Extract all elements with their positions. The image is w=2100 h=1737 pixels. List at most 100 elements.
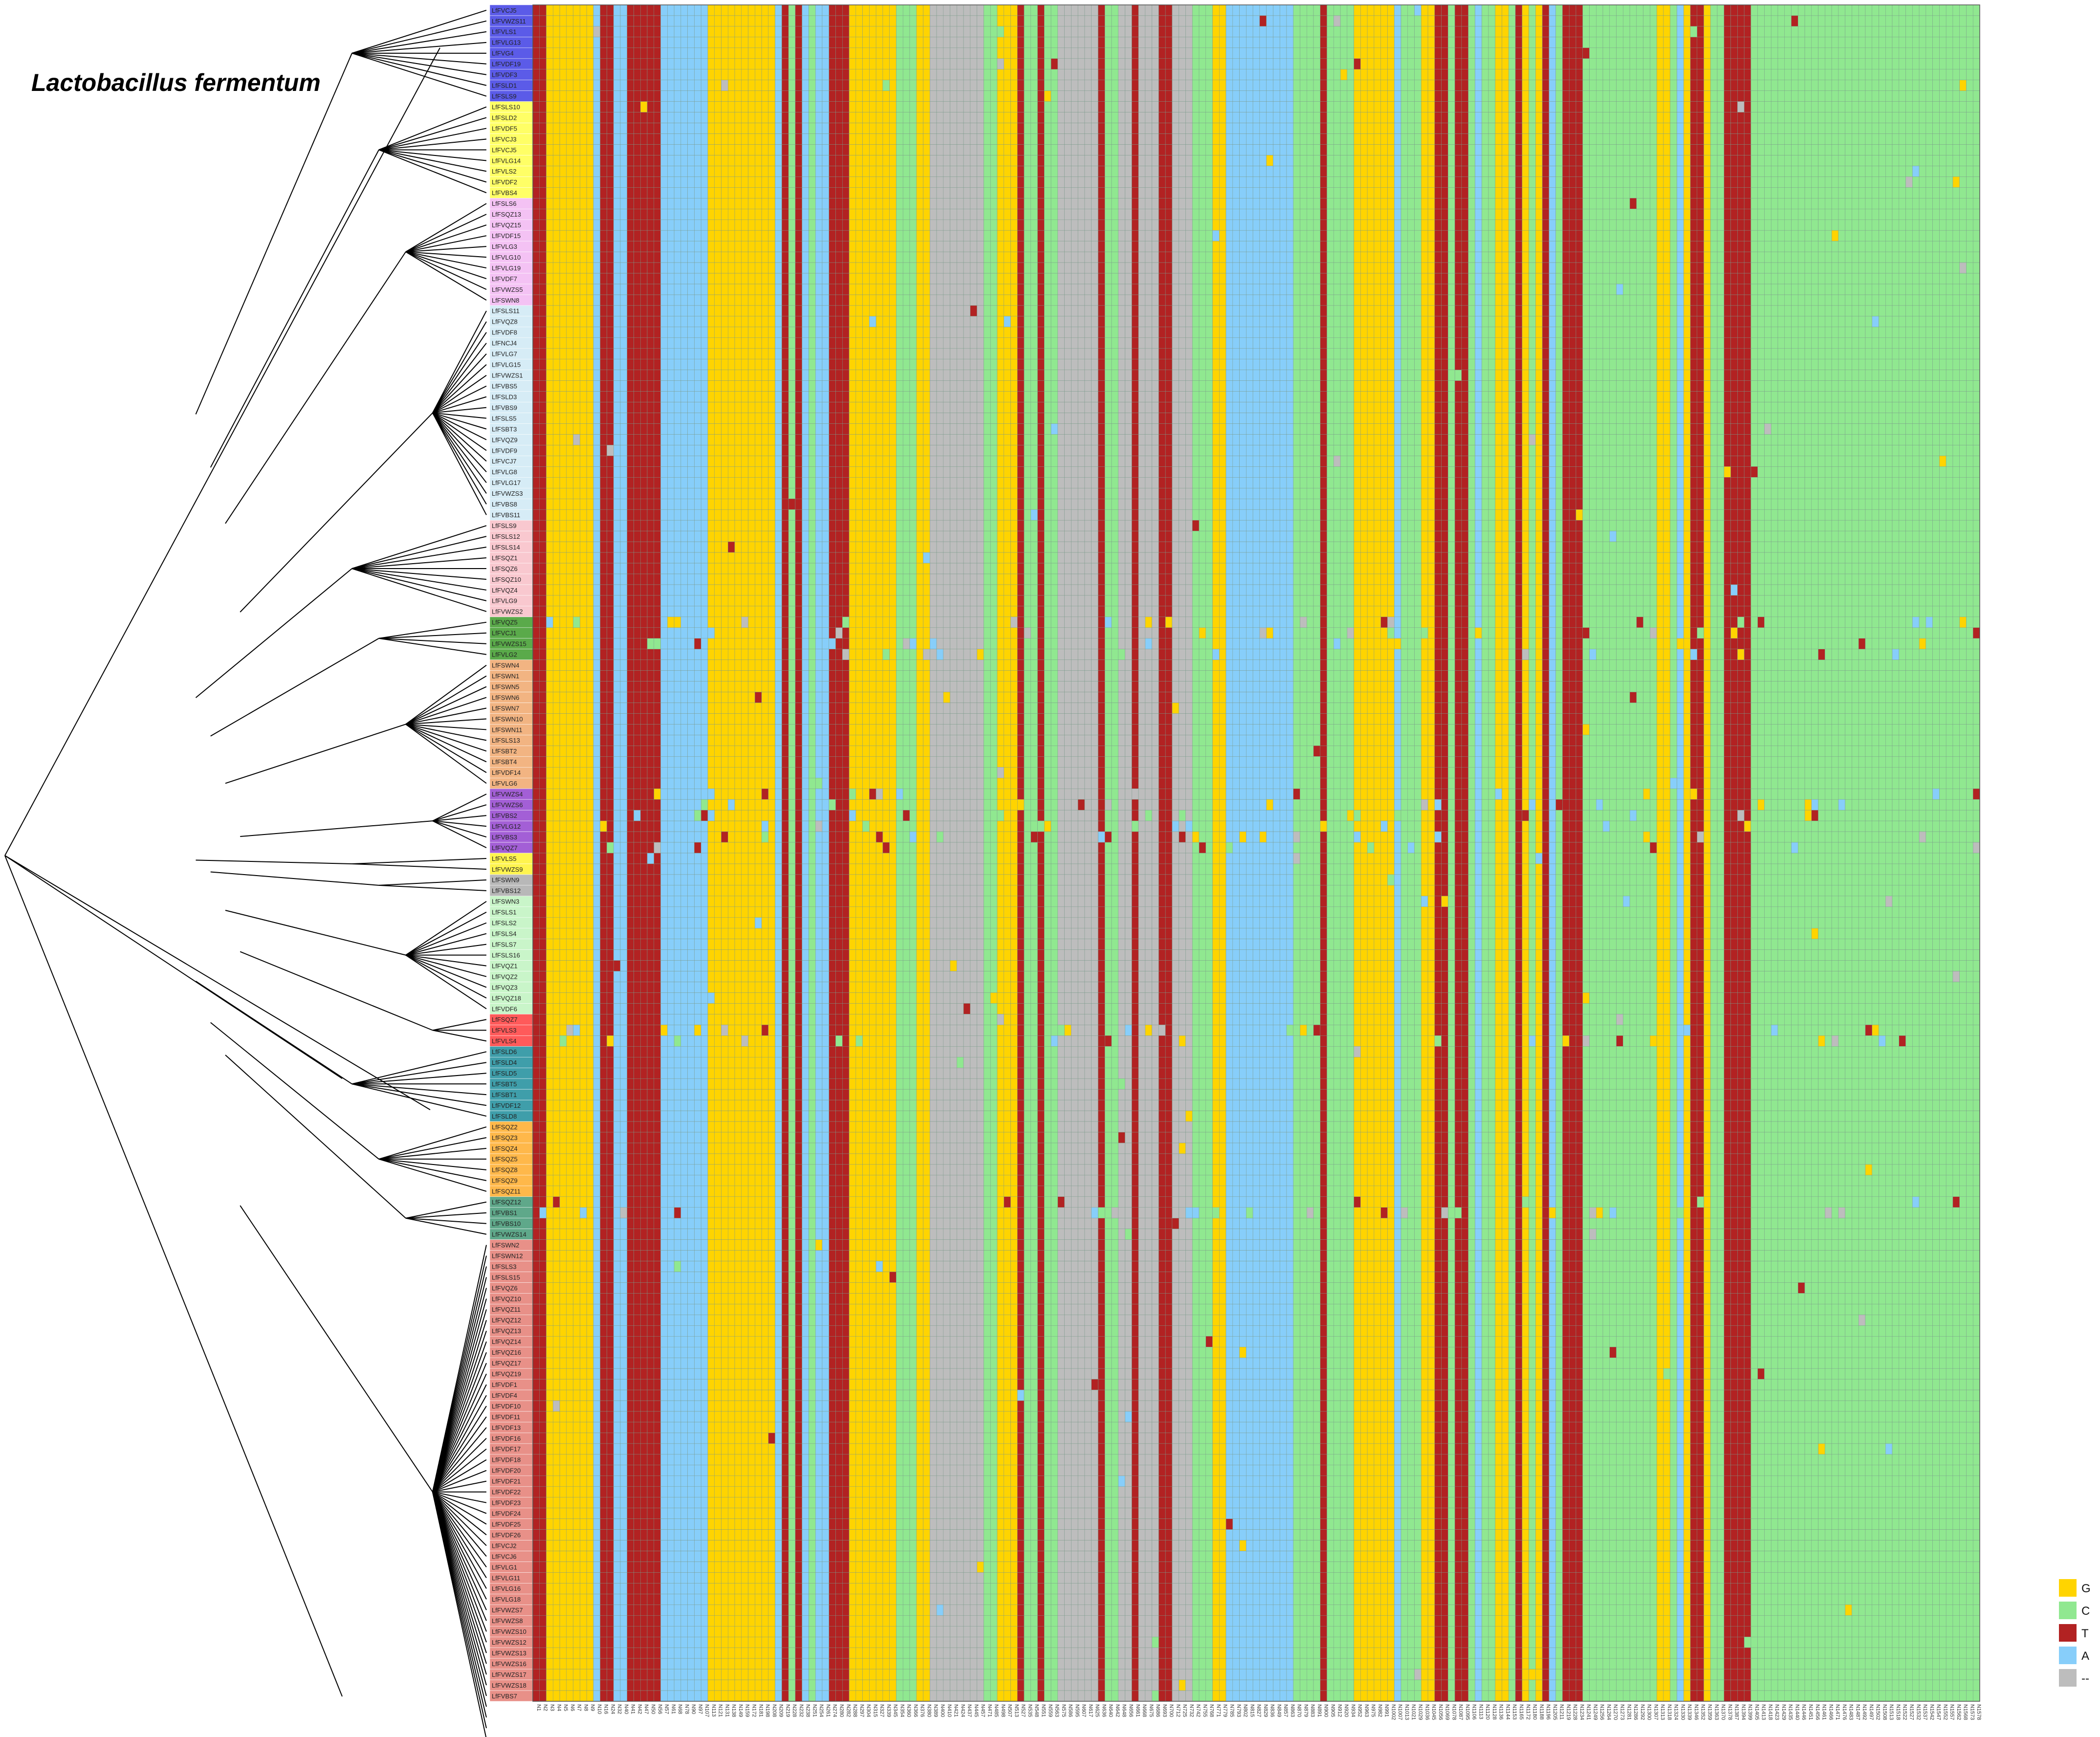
heatmap-cell — [1609, 15, 1617, 27]
heatmap-cell — [1683, 69, 1691, 80]
heatmap-cell — [1704, 47, 1711, 59]
heatmap-cell — [1380, 187, 1388, 198]
heatmap-cell — [748, 155, 755, 166]
heatmap-cell — [1232, 37, 1240, 48]
heatmap-cell — [700, 219, 708, 231]
heatmap-cell — [943, 155, 950, 166]
heatmap-cell — [1421, 101, 1428, 112]
heatmap-cell — [1750, 176, 1758, 188]
heatmap-cell — [1804, 144, 1812, 155]
heatmap-cell — [1454, 176, 1462, 188]
tree-branch — [351, 1083, 487, 1096]
tree-branch — [432, 385, 487, 414]
heatmap-cell — [1057, 4, 1065, 16]
heatmap-cell — [1690, 80, 1698, 91]
heatmap-cell — [1273, 123, 1280, 134]
heatmap-cell — [1704, 198, 1711, 209]
heatmap-cell — [1152, 209, 1159, 220]
heatmap-cell — [1946, 155, 1953, 166]
heatmap-cell — [1050, 37, 1058, 48]
heatmap-cell — [1697, 101, 1704, 112]
heatmap-cell — [1771, 47, 1778, 59]
heatmap-cell — [1367, 176, 1375, 188]
heatmap-cell — [546, 144, 553, 155]
heatmap-cell — [1374, 80, 1381, 91]
heatmap-cell — [1293, 219, 1300, 231]
heatmap-cell — [1771, 90, 1778, 102]
heatmap-cell — [674, 101, 681, 112]
heatmap-cell — [1764, 58, 1772, 70]
heatmap-cell — [1239, 37, 1247, 48]
heatmap-cell — [687, 133, 695, 145]
row-label: LfFSWN4 — [492, 661, 519, 669]
heatmap-cell — [1845, 187, 1852, 198]
heatmap-cell — [916, 4, 923, 16]
heatmap-cell — [1952, 69, 1960, 80]
heatmap-cell — [741, 4, 748, 16]
heatmap-cell — [1616, 112, 1623, 123]
heatmap-cell — [1252, 90, 1260, 102]
heatmap-cell — [936, 176, 944, 188]
heatmap-cell — [1798, 80, 1805, 91]
heatmap-cell — [741, 187, 748, 198]
heatmap-cell — [1044, 144, 1051, 155]
heatmap-cell — [1098, 112, 1105, 123]
heatmap-cell — [1569, 58, 1576, 70]
heatmap-cell — [815, 15, 823, 27]
heatmap-cell — [855, 15, 863, 27]
heatmap-cell — [1959, 80, 1967, 91]
heatmap-cell — [1246, 80, 1253, 91]
heatmap-cell — [1724, 209, 1731, 220]
heatmap-cell — [1199, 26, 1206, 38]
heatmap-cell — [1077, 198, 1085, 209]
heatmap-cell — [1509, 112, 1516, 123]
heatmap-cell — [566, 209, 573, 220]
heatmap-cell — [782, 209, 789, 220]
heatmap-cell — [775, 219, 782, 231]
heatmap-cell — [1589, 198, 1597, 209]
heatmap-cell — [963, 69, 971, 80]
heatmap-cell — [1098, 166, 1105, 177]
heatmap-cell — [1845, 209, 1852, 220]
heatmap-cell — [532, 166, 540, 177]
heatmap-cell — [1246, 37, 1253, 48]
heatmap-cell — [1575, 47, 1583, 59]
heatmap-cell — [700, 101, 708, 112]
heatmap-cell — [882, 90, 890, 102]
heatmap-cell — [1347, 80, 1354, 91]
heatmap-cell — [1764, 198, 1772, 209]
heatmap-cell — [990, 166, 998, 177]
heatmap-cell — [1818, 101, 1825, 112]
heatmap-cell — [1024, 155, 1031, 166]
heatmap-cell — [667, 166, 675, 177]
heatmap-cell — [1488, 69, 1495, 80]
heatmap-cell — [1199, 209, 1206, 220]
heatmap-cell — [835, 26, 843, 38]
heatmap-cell — [546, 187, 553, 198]
heatmap-cell — [1932, 69, 1940, 80]
heatmap-cell — [1495, 219, 1502, 231]
heatmap-cell — [829, 58, 836, 70]
heatmap-cell — [707, 123, 715, 134]
heatmap-cell — [950, 69, 957, 80]
heatmap-cell — [1932, 198, 1940, 209]
heatmap-cell — [1024, 198, 1031, 209]
heatmap-cell — [950, 219, 957, 231]
heatmap-cell — [1825, 4, 1832, 16]
heatmap-cell — [795, 187, 802, 198]
heatmap-cell — [1602, 37, 1610, 48]
heatmap-cell — [667, 112, 675, 123]
tree-branch — [432, 1492, 487, 1568]
heatmap-cell — [1569, 101, 1576, 112]
heatmap-cell — [1118, 47, 1125, 59]
heatmap-cell — [1838, 176, 1845, 188]
heatmap-cell — [707, 112, 715, 123]
heatmap-cell — [849, 101, 856, 112]
heatmap-cell — [741, 47, 748, 59]
heatmap-cell — [802, 4, 809, 16]
heatmap-cell — [1771, 219, 1778, 231]
heatmap-cell — [1125, 176, 1132, 188]
heatmap-cell — [1629, 198, 1637, 209]
heatmap-cell — [1905, 176, 1913, 188]
heatmap-cell — [1845, 58, 1852, 70]
